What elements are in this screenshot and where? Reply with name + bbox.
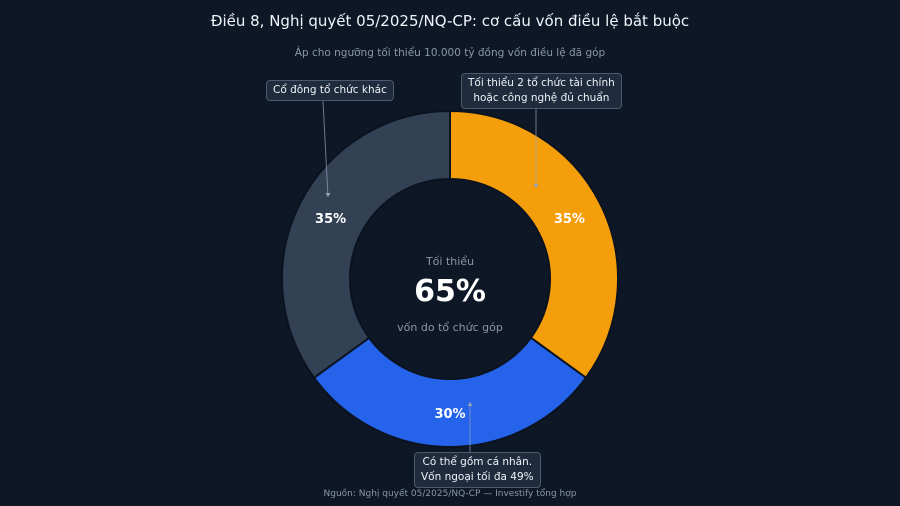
callout-individuals: Có thể gồm cá nhân. Vốn ngoại tối đa 49% <box>414 452 541 488</box>
slice-value-label: 30% <box>434 407 465 422</box>
slice-value-label: 35% <box>315 212 346 227</box>
leader-financial-institutions-arrowhead <box>533 184 539 188</box>
leader-individuals-arrowhead <box>467 402 473 406</box>
leader-other-institutions-arrowhead <box>325 193 331 197</box>
center-top-label: Tối thiểu <box>425 255 474 268</box>
callout-other-institutions: Cổ đông tổ chức khác <box>266 80 394 101</box>
leader-other-institutions <box>322 100 329 198</box>
slice-value-label: 35% <box>554 212 585 227</box>
chart-subtitle: Áp cho ngưỡng tối thiểu 10.000 tỷ đồng v… <box>294 47 606 59</box>
slice-other-institutions <box>281 109 451 380</box>
center-bottom-label: vốn do tổ chức góp <box>397 321 503 334</box>
callout-financial-institutions: Tối thiểu 2 tổ chức tài chính hoặc công … <box>461 73 622 109</box>
slice-financial-institutions <box>449 109 619 380</box>
slice-individuals <box>312 336 588 448</box>
chart-title: Điều 8, Nghị quyết 05/2025/NQ-CP: cơ cấu… <box>210 12 690 30</box>
center-value-label: 65% <box>414 274 486 309</box>
chart-source: Nguồn: Nghị quyết 05/2025/NQ-CP — Invest… <box>323 489 577 499</box>
